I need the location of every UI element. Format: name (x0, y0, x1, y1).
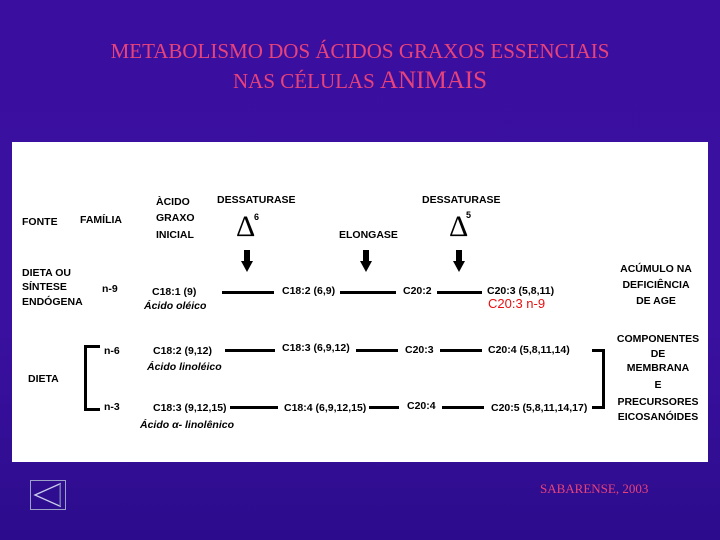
final-n6: C20:4 (5,8,11,14) (488, 344, 570, 356)
source-endogena-2: SÍNTESE (22, 281, 67, 293)
header-acido-3: INICIAL (156, 229, 194, 241)
source-endogena-1: DIETA OU (22, 267, 71, 279)
header-elongase: ELONGASE (339, 229, 398, 241)
title-line-1: METABOLISMO DOS ÁCIDOS GRAXOS ESSENCIAIS (110, 39, 610, 63)
arrow-down-icon (360, 250, 372, 272)
family-n3: n-3 (104, 401, 120, 413)
components-5: PRECURSORES (617, 396, 699, 408)
components-bracket-top (592, 349, 605, 352)
components-bracket (602, 349, 605, 409)
family-n6: n-6 (104, 345, 120, 357)
reaction-line (230, 406, 278, 409)
reaction-line (225, 349, 275, 352)
initial-n3: C18:3 (9,12,15) (153, 402, 227, 414)
step2-n3: C20:4 (407, 400, 436, 412)
components-4: E (654, 379, 662, 391)
step1-n3: C18:4 (6,9,12,15) (284, 402, 367, 414)
deficiency-2: DEFICIÊNCIA (622, 279, 690, 291)
header-dessaturase-5: DESSATURASE (422, 194, 501, 206)
initial-n9: C18:1 (9) (152, 286, 197, 298)
deficiency-1: ACÚMULO NA (620, 263, 692, 275)
delta-5-icon: Δ (449, 210, 469, 243)
reaction-line (340, 291, 396, 294)
initial-name-n6: Ácido linoléico (147, 361, 222, 373)
arrow-down-icon (453, 250, 465, 272)
delta-6-superscript: 6 (254, 212, 260, 222)
components-2: DE (650, 348, 666, 360)
dieta-bracket (84, 345, 87, 411)
source-dieta: DIETA (28, 373, 59, 385)
components-6: EICOSANÓIDES (617, 411, 699, 423)
step2-n9: C20:2 (403, 285, 432, 297)
step1-n9: C18:2 (6,9) (282, 285, 336, 297)
arrow-down-icon (241, 250, 253, 272)
initial-name-n9: Ácido oléico (144, 300, 207, 312)
deficiency-3: DE AGE (636, 295, 676, 307)
components-bracket-bottom (592, 406, 605, 409)
reaction-line (442, 406, 484, 409)
reaction-line (369, 406, 399, 409)
slide-title: METABOLISMO DOS ÁCIDOS GRAXOS ESSENCIAIS… (0, 36, 720, 96)
header-fonte: FONTE (22, 216, 58, 228)
header-dessaturase-6: DESSATURASE (217, 194, 296, 206)
slide-credit: SABARENSE, 2003 (540, 481, 649, 496)
initial-n6: C18:2 (9,12) (153, 345, 212, 357)
annotation-c20-3-n9: C20:3 n-9 (488, 296, 546, 311)
reaction-line (440, 349, 482, 352)
final-n3: C20:5 (5,8,11,14,17) (491, 402, 588, 414)
family-n9: n-9 (102, 283, 118, 295)
step2-n6: C20:3 (405, 344, 434, 356)
components-1: COMPONENTES (616, 333, 700, 345)
components-3: MEMBRANA (626, 362, 690, 374)
metabolism-diagram: FONTE FAMÍLIA ÀCIDO GRAXO INICIAL DESSAT… (12, 142, 708, 462)
reaction-line (437, 291, 482, 294)
reaction-line (222, 291, 274, 294)
delta-6-icon: Δ (236, 210, 256, 243)
step1-n6: C18:3 (6,9,12) (282, 342, 350, 354)
header-acido-1: ÀCIDO (156, 196, 190, 208)
title-line-2: NAS CÉLULAS ANIMAIS (233, 67, 487, 94)
dieta-bracket-top (84, 345, 100, 348)
initial-name-n3: Ácido α- linolênico (140, 419, 235, 431)
dieta-bracket-bottom (84, 408, 100, 411)
header-familia: FAMÍLIA (80, 214, 122, 226)
reaction-line (356, 349, 398, 352)
back-arrow-icon (33, 482, 61, 508)
header-acido-2: GRAXO (156, 212, 195, 224)
final-n9: C20:3 (5,8,11) (487, 285, 555, 297)
back-button[interactable] (30, 480, 66, 510)
source-endogena-3: ENDÓGENA (22, 296, 83, 308)
delta-5-superscript: 5 (466, 210, 472, 220)
